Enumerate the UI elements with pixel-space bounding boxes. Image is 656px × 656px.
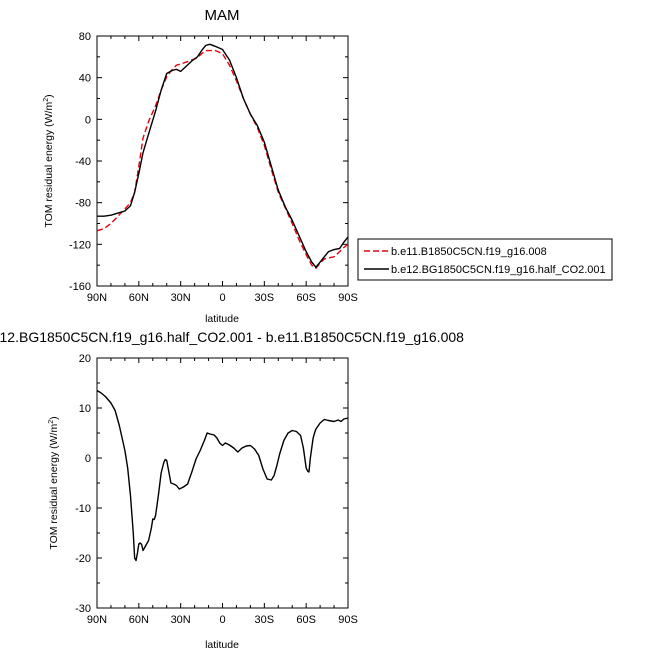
y-tick-label-mam: 80: [79, 31, 91, 43]
chart-title-difference: b.e12.BG1850C5CN.f19_g16.half_CO2.001 - …: [0, 329, 464, 345]
series-group-mam: [97, 43, 348, 269]
x-tick-label-mam: 60S: [296, 292, 316, 304]
y-axis-label-difference-close: ): [48, 416, 60, 420]
x-tick-label-mam: 90N: [87, 292, 107, 304]
y-tick-label-difference: 0: [85, 453, 91, 465]
legend: b.e11.B1850C5CN.f19_g16.008 b.e12.BG1850…: [357, 238, 613, 281]
panel-mam: MAM -160 -120 -80 -40 0 40 80 90N 60N 30N 0 30S 60S…: [43, 7, 613, 325]
x-tick-label-difference: 90S: [338, 614, 358, 626]
x-tick-label-mam: 30N: [171, 292, 191, 304]
x-axis-label-difference: latitude: [205, 639, 239, 651]
x-axis-difference: 90N 60N 30N 0 30S 60S 90S: [87, 358, 358, 626]
y-axis-label-difference-base: TOM residual energy (W/m: [48, 424, 60, 550]
y-tick-label-difference: -10: [75, 503, 91, 515]
y-axis-label-mam-base: TOM residual energy (W/m: [43, 102, 55, 228]
y-tick-label-mam: 40: [79, 73, 91, 85]
x-tick-label-difference: 60S: [296, 614, 316, 626]
x-axis-mam: 90N 60N 30N 0 30S 60S 90S: [87, 36, 358, 304]
series-line-mam-1: [97, 43, 348, 268]
series-line-difference-0: [97, 389, 348, 562]
x-tick-label-mam: 90S: [338, 292, 358, 304]
plot-frame-difference: [96, 357, 349, 609]
y-tick-label-difference: 20: [79, 353, 91, 365]
series-line-mam-0: [97, 49, 348, 269]
legend-box: [357, 238, 613, 281]
y-tick-label-mam: -80: [75, 198, 91, 210]
y-axis-label-difference-sup: 2: [48, 420, 55, 424]
x-tick-label-difference: 60N: [129, 614, 149, 626]
panel-difference: b.e12.BG1850C5CN.f19_g16.half_CO2.001 - …: [0, 329, 464, 651]
x-tick-label-difference: 30N: [171, 614, 191, 626]
legend-entry-half-co2: b.e12.BG1850C5CN.f19_g16.half_CO2.001: [391, 264, 606, 276]
x-tick-label-difference: 90N: [87, 614, 107, 626]
legend-entry-control: b.e11.B1850C5CN.f19_g16.008: [391, 246, 547, 258]
y-tick-label-mam: -120: [69, 239, 91, 251]
y-axis-label-mam: TOM residual energy (W/m2): [43, 94, 55, 227]
y-tick-label-difference: 10: [79, 403, 91, 415]
y-tick-label-mam: -160: [69, 281, 91, 293]
x-tick-label-difference: 30S: [255, 614, 275, 626]
y-axis-label-mam-close: ): [43, 94, 55, 98]
y-tick-label-difference: -20: [75, 553, 91, 565]
chart-title-mam: MAM: [205, 7, 240, 24]
y-tick-label-difference: -30: [75, 603, 91, 615]
y-tick-label-mam: -40: [75, 156, 91, 168]
x-tick-label-mam: 0: [219, 292, 225, 304]
y-axis-difference: -30 -20 -10 0 10 20: [75, 353, 348, 615]
x-tick-label-mam: 30S: [255, 292, 275, 304]
y-axis-label-difference: TOM residual energy (W/m2): [48, 416, 60, 549]
plot-frame-mam: [96, 35, 349, 287]
y-axis-mam: -160 -120 -80 -40 0 40 80: [69, 31, 348, 293]
x-axis-label-mam: latitude: [205, 313, 239, 325]
y-axis-label-mam-sup: 2: [43, 98, 50, 102]
x-tick-label-difference: 0: [219, 614, 225, 626]
series-group-difference: [97, 389, 348, 562]
x-tick-label-mam: 60N: [129, 292, 149, 304]
y-tick-label-mam: 0: [85, 114, 91, 126]
